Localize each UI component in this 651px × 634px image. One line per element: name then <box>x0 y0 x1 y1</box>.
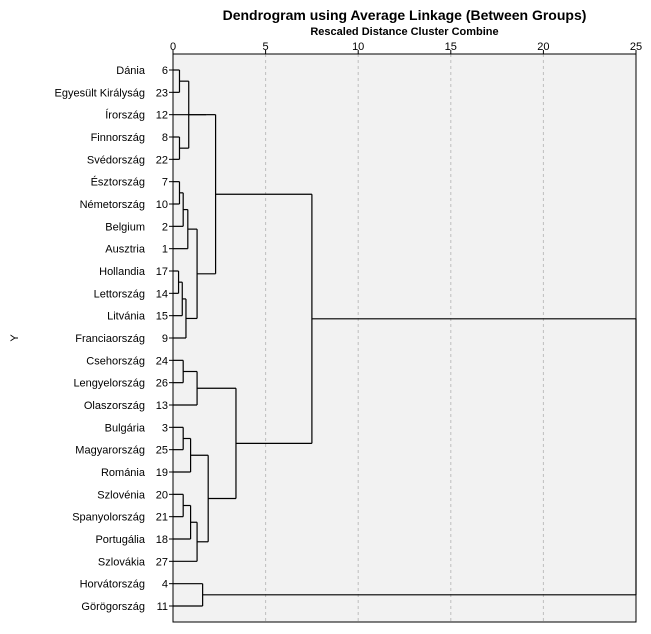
leaf-number: 8 <box>162 132 168 144</box>
leaf-label: Belgium <box>105 221 145 233</box>
x-tick-label: 5 <box>263 41 269 53</box>
leaf-number: 6 <box>162 65 168 77</box>
leaf-label: Írország <box>105 109 145 122</box>
leaf-number: 25 <box>156 445 168 457</box>
leaf-label: Horvátország <box>80 579 145 591</box>
chart-title: Dendrogram using Average Linkage (Betwee… <box>223 7 587 23</box>
leaf-label: Finnország <box>91 132 145 144</box>
chart-subtitle: Rescaled Distance Cluster Combine <box>310 26 498 38</box>
leaf-label: Lettország <box>94 288 145 300</box>
leaf-label: Svédország <box>87 154 145 166</box>
leaf-number: 23 <box>156 87 168 99</box>
leaf-label: Észtország <box>91 176 145 189</box>
leaf-number: 19 <box>156 467 168 479</box>
leaf-label: Ausztria <box>105 244 146 256</box>
leaf-number: 18 <box>156 534 168 546</box>
leaf-number: 2 <box>162 221 168 233</box>
leaf-number: 22 <box>156 154 168 166</box>
leaf-label: Litvánia <box>107 311 146 323</box>
leaf-label: Görögország <box>81 601 145 613</box>
leaf-number: 3 <box>162 422 168 434</box>
leaf-number: 7 <box>162 177 168 189</box>
leaf-label: Lengyelország <box>73 378 145 390</box>
x-tick-label: 15 <box>445 41 457 53</box>
leaf-number: 11 <box>157 601 168 613</box>
leaf-label: Portugália <box>95 534 145 546</box>
leaf-label: Franciaország <box>75 333 145 345</box>
y-axis-label: Y <box>9 334 21 342</box>
leaf-label: Szlovákia <box>98 556 146 568</box>
leaf-number: 9 <box>162 333 168 345</box>
leaf-label: Egyesült Királyság <box>55 87 146 99</box>
leaf-label: Csehország <box>86 355 145 367</box>
x-tick-label: 20 <box>537 41 549 53</box>
leaf-number: 21 <box>156 512 168 524</box>
leaf-label: Románia <box>101 467 146 479</box>
chart-svg: Dendrogram using Average Linkage (Betwee… <box>0 0 651 634</box>
leaf-number: 24 <box>156 355 168 367</box>
leaf-label: Olaszország <box>84 400 145 412</box>
leaf-number: 20 <box>156 489 168 501</box>
leaf-label: Magyarország <box>75 445 145 457</box>
plot-area <box>173 54 636 622</box>
leaf-number: 17 <box>156 266 168 278</box>
leaf-number: 15 <box>156 311 168 323</box>
leaf-number: 1 <box>162 244 168 256</box>
x-tick-label: 10 <box>352 41 364 53</box>
leaf-number: 12 <box>156 110 168 122</box>
x-tick-label: 25 <box>630 41 642 53</box>
x-tick-label: 0 <box>170 41 176 53</box>
leaf-label: Dánia <box>116 65 146 77</box>
leaf-number: 26 <box>156 378 168 390</box>
leaf-number: 13 <box>156 400 168 412</box>
leaf-number: 27 <box>156 556 168 568</box>
leaf-label: Spanyolország <box>72 512 145 524</box>
leaf-number: 14 <box>156 288 168 300</box>
leaf-number: 10 <box>156 199 168 211</box>
leaf-label: Bulgária <box>105 422 146 434</box>
leaf-label: Szlovénia <box>97 489 146 501</box>
leaf-label: Hollandia <box>99 266 146 278</box>
leaf-number: 4 <box>162 579 168 591</box>
dendrogram-chart: Dendrogram using Average Linkage (Betwee… <box>0 0 651 634</box>
leaf-label: Németország <box>80 199 145 211</box>
